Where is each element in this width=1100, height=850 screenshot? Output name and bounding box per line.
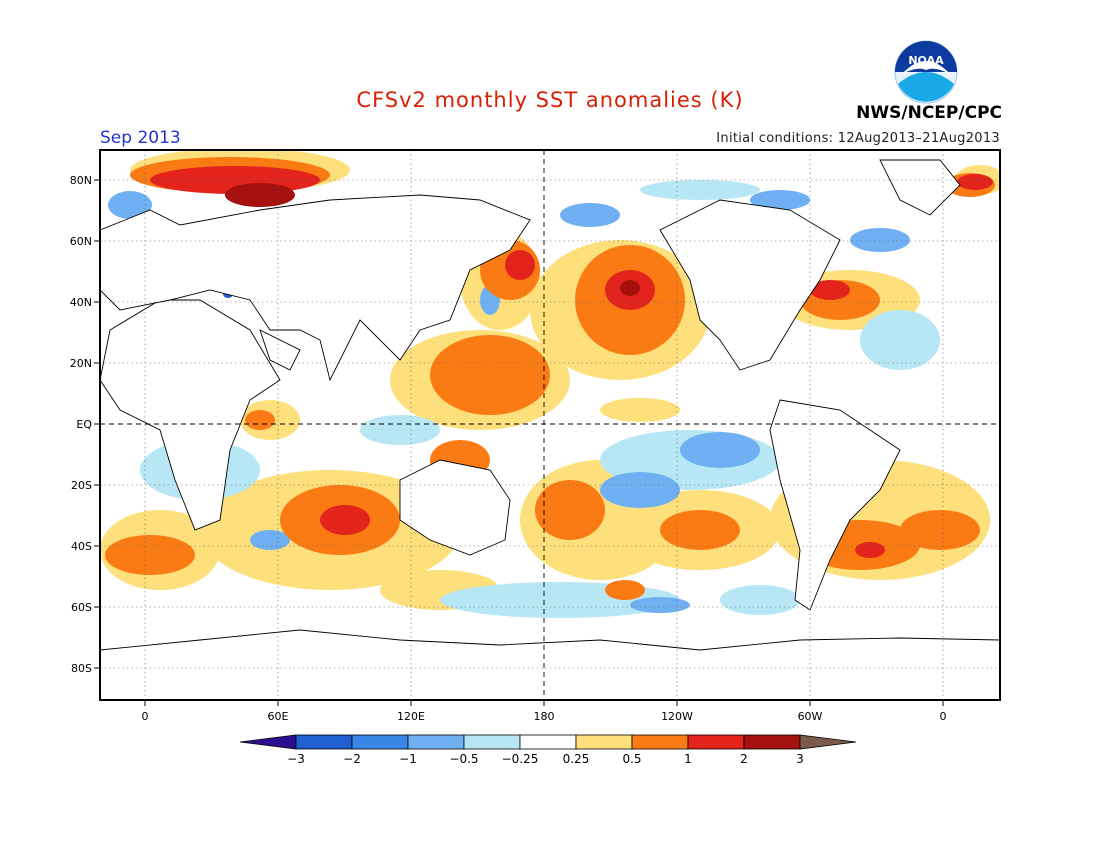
south-america-shape xyxy=(769,399,901,611)
lat-label: 40S xyxy=(71,540,92,553)
map-frame xyxy=(99,149,1001,701)
colorbar-swatch xyxy=(295,734,353,750)
lat-label: EQ xyxy=(76,418,92,431)
lat-label: 60S xyxy=(71,601,92,614)
colorbar-label: −0.5 xyxy=(449,752,478,766)
forecast-month: Sep 2013 xyxy=(100,128,181,148)
north-america-shape xyxy=(659,199,841,371)
equator-dateline xyxy=(100,150,1000,700)
lon-label: 60W xyxy=(798,710,823,723)
initial-conditions: Initial conditions: 12Aug2013–21Aug2013 xyxy=(716,131,1000,146)
colorbar-label: −0.25 xyxy=(502,752,539,766)
map-title: CFSv2 monthly SST anomalies (K) xyxy=(356,88,744,112)
colorbar-label: −3 xyxy=(287,752,305,766)
svg-text:NOAA: NOAA xyxy=(908,54,944,67)
colorbar-label: −1 xyxy=(399,752,417,766)
colorbar-label: 0.25 xyxy=(563,752,590,766)
colorbar-label: 1 xyxy=(684,752,692,766)
greenland-shape xyxy=(879,159,961,216)
colorbar-high-arrow xyxy=(799,734,857,750)
lon-label: 120E xyxy=(397,710,425,723)
colorbar-swatch xyxy=(463,734,521,750)
australia-shape xyxy=(399,459,511,556)
colorbar-label: −2 xyxy=(343,752,361,766)
colorbar-label: 0.5 xyxy=(622,752,641,766)
lon-label: 180 xyxy=(534,710,555,723)
lat-label: 80N xyxy=(70,174,92,187)
graticule xyxy=(100,150,1000,700)
eurasia-shape xyxy=(100,194,531,382)
land-masses xyxy=(100,159,1000,700)
colorbar-swatch xyxy=(519,734,577,750)
colorbar-label: 2 xyxy=(740,752,748,766)
lat-label: 80S xyxy=(71,662,92,675)
longitude-labels: 0 60E 120E 180 120W 60W 0 xyxy=(142,710,947,723)
antarctica-shape xyxy=(100,629,1000,700)
latitude-labels: 80N 60N 40N 20N EQ 20S 40S 60S 80S xyxy=(70,174,93,675)
colorbar-swatch xyxy=(407,734,465,750)
colorbar-swatch xyxy=(631,734,689,750)
lon-label: 0 xyxy=(142,710,149,723)
anomaly-field xyxy=(100,150,1000,700)
colorbar-low-arrow xyxy=(239,734,297,750)
lon-label: 0 xyxy=(940,710,947,723)
colorbar-swatch xyxy=(743,734,801,750)
colorbar-label: 3 xyxy=(796,752,804,766)
colorbar-swatch xyxy=(575,734,633,750)
lon-label: 60E xyxy=(268,710,289,723)
lon-label: 120W xyxy=(661,710,693,723)
lat-label: 60N xyxy=(70,235,92,248)
color-legend: −3 −2 −1 −0.5 −0.25 0.25 0.5 1 2 3 xyxy=(239,734,857,766)
noaa-logo-icon: NOAA xyxy=(894,40,958,104)
lat-label: 40N xyxy=(70,296,92,309)
agency-label: NWS/NCEP/CPC xyxy=(856,103,1002,123)
lat-label: 20N xyxy=(70,357,92,370)
lat-label: 20S xyxy=(71,479,92,492)
colorbar-swatch xyxy=(687,734,745,750)
colorbar-swatch xyxy=(351,734,409,750)
